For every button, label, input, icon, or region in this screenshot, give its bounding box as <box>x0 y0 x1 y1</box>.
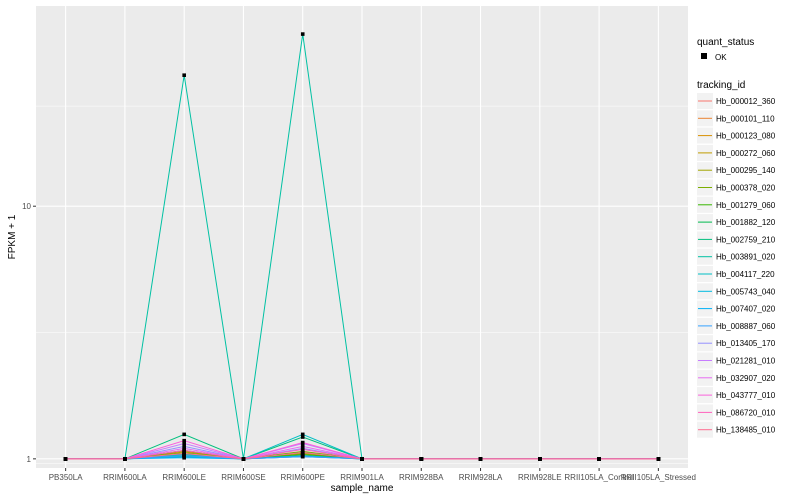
x-axis-title: sample_name <box>331 483 394 494</box>
data-point <box>419 457 424 461</box>
legend-item-label: Hb_032907_020 <box>716 374 776 383</box>
legend-item-label: Hb_000272_060 <box>716 149 776 158</box>
legend-item-label: Hb_003891_020 <box>716 253 776 262</box>
y-axis-title: FPKM + 1 <box>7 214 18 259</box>
legend-item-label: Hb_008887_060 <box>716 322 776 331</box>
data-point <box>360 457 364 461</box>
legend-item-label: Hb_001279_060 <box>716 201 776 210</box>
data-point <box>63 457 68 461</box>
data-point <box>182 455 186 460</box>
x-tick-label: RRII105LA_Control <box>564 473 634 482</box>
data-point <box>241 457 246 461</box>
x-tick-label: RRIM928BA <box>399 473 444 482</box>
data-point <box>300 444 305 449</box>
data-point <box>538 457 542 461</box>
data-point <box>300 32 305 36</box>
data-point <box>182 451 186 456</box>
data-point <box>300 440 305 445</box>
data-point <box>478 457 483 461</box>
x-tick-label: RRII105LA_Stressed <box>621 473 696 482</box>
legend-item-label: Hb_000012_360 <box>716 97 776 106</box>
legend-color-items: Hb_000012_360 Hb_000101_110 Hb_000123_080 H… <box>697 93 776 438</box>
legend-ok-label: OK <box>715 53 727 62</box>
x-tick-label: RRIM600LE <box>162 473 206 482</box>
data-points <box>63 32 661 461</box>
data-point <box>300 432 305 437</box>
data-point <box>182 453 186 458</box>
data-point <box>597 457 601 461</box>
legend-item-label: Hb_021281_010 <box>716 357 776 366</box>
x-axis: PB350LA RRIM600LA RRIM600LE RRIM600SE RRIM60… <box>49 468 696 482</box>
x-tick-label: RRIM928LA <box>459 473 503 482</box>
data-point <box>300 435 305 439</box>
data-point <box>656 457 661 461</box>
data-point <box>182 446 186 451</box>
legend-item-label: Hb_000378_020 <box>716 184 776 193</box>
legend-item-label: Hb_002759_210 <box>716 235 776 244</box>
data-point <box>182 441 186 446</box>
data-point <box>182 448 186 453</box>
legend-color-title: tracking_id <box>697 80 745 91</box>
x-tick-label: RRIM901LA <box>340 473 384 482</box>
x-tick-label: RRIM600LA <box>103 473 147 482</box>
legend-item-label: Hb_013405_170 <box>716 339 776 348</box>
data-point <box>182 438 186 443</box>
data-point <box>300 447 305 452</box>
legend-item-label: Hb_043777_010 <box>716 391 776 400</box>
legend-item-label: Hb_004117_220 <box>716 270 775 279</box>
grid-lines <box>36 6 688 468</box>
legend-ok-square-icon <box>701 53 707 59</box>
legend-item-label: Hb_001882_120 <box>716 218 776 227</box>
legend-item-label: Hb_086720_010 <box>716 408 776 417</box>
data-point <box>182 73 186 77</box>
y-tick-label: 10 <box>22 202 31 211</box>
x-tick-label: PB350LA <box>49 473 83 482</box>
legend-item-label: Hb_007407_020 <box>716 305 776 314</box>
legend-item-label: Hb_000123_080 <box>716 132 776 141</box>
legend-item-label: Hb_000101_110 <box>716 114 775 123</box>
legend-shape-title: quant_status <box>697 37 754 48</box>
data-point <box>123 457 127 461</box>
data-point <box>182 432 186 437</box>
x-tick-label: RRIM928LE <box>518 473 562 482</box>
y-tick-label: 1 <box>27 455 32 464</box>
data-point <box>300 454 305 459</box>
data-point <box>182 444 186 449</box>
legend-item-label: Hb_138485_010 <box>716 426 776 435</box>
data-point <box>300 450 305 455</box>
x-tick-label: RRIM600PE <box>280 473 324 482</box>
legend-item-label: Hb_005743_040 <box>716 287 776 296</box>
legend-item-label: Hb_000295_140 <box>716 166 776 175</box>
legend: quant_status OK tracking_id Hb_000012_36… <box>697 37 776 438</box>
y-axis: 1 10 <box>22 202 36 464</box>
x-tick-label: RRIM600SE <box>221 473 265 482</box>
